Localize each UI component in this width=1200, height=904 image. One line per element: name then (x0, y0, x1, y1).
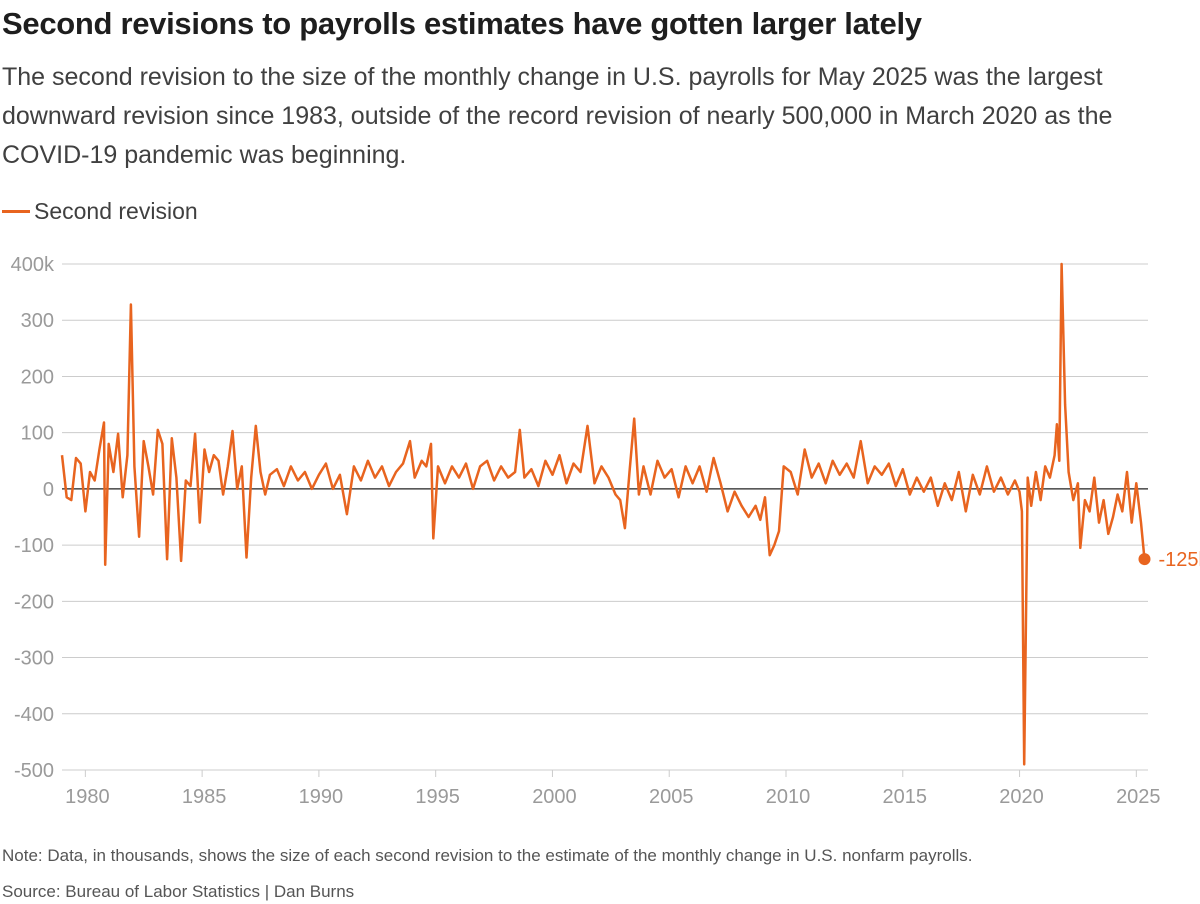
y-tick-label: -300 (14, 648, 54, 670)
y-tick-label: 400k (11, 254, 55, 276)
y-tick-label: -200 (14, 591, 54, 613)
y-tick-label: 0 (43, 479, 54, 501)
footnote: Note: Data, in thousands, shows the size… (2, 846, 973, 865)
x-tick-label: 1980 (65, 786, 110, 808)
series-line-second-revision (60, 262, 1146, 766)
x-tick-label: 2020 (999, 786, 1044, 808)
x-tick-label: 1990 (299, 786, 344, 808)
y-tick-label: 200 (21, 366, 54, 388)
y-tick-label: -400 (14, 704, 54, 726)
x-axis-labels: 1980 1985 1990 1995 2000 2005 2010 2015 2020 2025 (65, 786, 1160, 808)
end-value-label: -125k (1158, 549, 1200, 571)
y-tick-label: -100 (14, 535, 54, 557)
x-axis-ticks (84, 770, 1137, 777)
y-tick-label: -500 (14, 760, 54, 782)
x-tick-label: 2025 (1116, 786, 1161, 808)
legend-label: Second revision (34, 198, 198, 224)
x-tick-label: 1995 (415, 786, 460, 808)
gridlines (62, 263, 1148, 771)
end-point-marker (1138, 553, 1151, 566)
legend-line-swatch (2, 210, 30, 213)
x-tick-label: 2010 (766, 786, 811, 808)
y-axis-labels: 400k 300 200 100 0 -100 -200 -300 -400 -500 (11, 254, 55, 782)
chart-title: Second revisions to payrolls estimates h… (2, 6, 922, 41)
y-tick-label: 300 (21, 310, 54, 332)
x-tick-label: 2015 (883, 786, 928, 808)
chart-subtitle: The second revision to the size of the m… (2, 63, 1113, 169)
x-tick-label: 2000 (532, 786, 577, 808)
source-credit: Source: Bureau of Labor Statistics | Dan… (2, 882, 355, 901)
x-tick-label: 2005 (649, 786, 694, 808)
y-tick-label: 100 (21, 423, 54, 445)
legend: Second revision (2, 198, 198, 225)
x-tick-label: 1985 (182, 786, 227, 808)
